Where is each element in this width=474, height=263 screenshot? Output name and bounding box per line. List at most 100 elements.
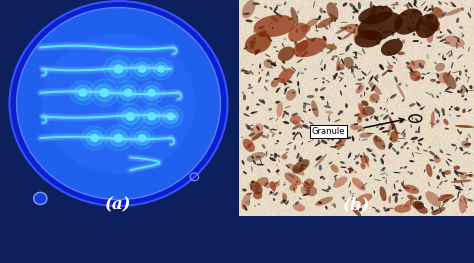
- Ellipse shape: [328, 114, 330, 121]
- Ellipse shape: [465, 98, 467, 100]
- Ellipse shape: [416, 14, 438, 38]
- Ellipse shape: [401, 119, 407, 121]
- Circle shape: [74, 85, 91, 100]
- Ellipse shape: [397, 138, 406, 139]
- Ellipse shape: [464, 198, 471, 200]
- Circle shape: [163, 109, 178, 124]
- Ellipse shape: [457, 191, 459, 199]
- Ellipse shape: [270, 7, 273, 10]
- Ellipse shape: [443, 171, 446, 174]
- Ellipse shape: [241, 136, 244, 138]
- Ellipse shape: [321, 68, 323, 71]
- Ellipse shape: [443, 119, 448, 125]
- Ellipse shape: [284, 83, 286, 86]
- Ellipse shape: [457, 129, 459, 132]
- Ellipse shape: [264, 86, 268, 91]
- Ellipse shape: [467, 109, 472, 112]
- Ellipse shape: [434, 108, 439, 114]
- Ellipse shape: [425, 92, 432, 95]
- Ellipse shape: [403, 142, 408, 145]
- Ellipse shape: [357, 78, 362, 81]
- Ellipse shape: [279, 132, 282, 134]
- Ellipse shape: [424, 29, 427, 32]
- Ellipse shape: [459, 199, 463, 203]
- Ellipse shape: [290, 115, 301, 124]
- Ellipse shape: [401, 146, 404, 149]
- Text: (a): (a): [105, 196, 132, 214]
- Circle shape: [115, 81, 141, 105]
- Ellipse shape: [268, 192, 273, 195]
- Ellipse shape: [410, 68, 413, 73]
- Ellipse shape: [269, 157, 276, 161]
- Ellipse shape: [243, 205, 247, 211]
- Ellipse shape: [390, 94, 397, 99]
- Ellipse shape: [373, 6, 378, 9]
- Ellipse shape: [370, 1, 373, 9]
- Ellipse shape: [383, 114, 389, 120]
- Ellipse shape: [255, 49, 260, 52]
- Ellipse shape: [459, 131, 462, 135]
- Ellipse shape: [440, 194, 452, 197]
- Ellipse shape: [447, 71, 451, 77]
- Ellipse shape: [284, 2, 286, 5]
- Ellipse shape: [379, 127, 384, 130]
- Ellipse shape: [347, 168, 354, 171]
- Ellipse shape: [356, 193, 373, 204]
- Ellipse shape: [357, 12, 403, 40]
- Ellipse shape: [392, 124, 395, 130]
- Ellipse shape: [246, 143, 252, 148]
- Ellipse shape: [427, 72, 430, 74]
- Ellipse shape: [288, 23, 308, 42]
- Ellipse shape: [392, 193, 397, 195]
- Ellipse shape: [416, 203, 423, 205]
- Ellipse shape: [446, 154, 451, 155]
- Ellipse shape: [427, 54, 428, 59]
- Ellipse shape: [452, 71, 460, 73]
- Ellipse shape: [380, 65, 384, 70]
- Ellipse shape: [358, 2, 361, 9]
- Ellipse shape: [247, 127, 254, 130]
- Circle shape: [167, 113, 174, 120]
- Ellipse shape: [275, 143, 278, 144]
- Ellipse shape: [273, 47, 277, 48]
- Ellipse shape: [373, 136, 385, 150]
- Ellipse shape: [336, 57, 339, 71]
- Ellipse shape: [369, 93, 380, 103]
- Ellipse shape: [313, 1, 315, 8]
- Ellipse shape: [301, 164, 303, 168]
- Ellipse shape: [374, 77, 379, 82]
- Ellipse shape: [461, 7, 464, 11]
- Ellipse shape: [354, 157, 357, 160]
- Ellipse shape: [392, 193, 399, 196]
- Ellipse shape: [359, 208, 362, 211]
- Ellipse shape: [276, 88, 280, 93]
- Ellipse shape: [302, 193, 310, 196]
- Ellipse shape: [315, 88, 318, 92]
- Ellipse shape: [334, 17, 337, 22]
- Ellipse shape: [395, 2, 398, 3]
- Ellipse shape: [413, 141, 415, 143]
- Ellipse shape: [383, 108, 386, 110]
- Ellipse shape: [356, 85, 364, 94]
- Ellipse shape: [414, 152, 421, 154]
- Ellipse shape: [459, 190, 461, 194]
- Ellipse shape: [394, 184, 395, 189]
- Ellipse shape: [415, 118, 419, 122]
- Ellipse shape: [296, 16, 298, 18]
- Ellipse shape: [265, 151, 267, 157]
- Ellipse shape: [380, 37, 387, 40]
- Ellipse shape: [343, 57, 354, 68]
- Ellipse shape: [353, 28, 356, 34]
- Ellipse shape: [283, 113, 285, 118]
- Ellipse shape: [392, 31, 394, 36]
- Ellipse shape: [457, 90, 460, 93]
- Ellipse shape: [264, 182, 268, 186]
- Ellipse shape: [242, 92, 244, 94]
- Ellipse shape: [451, 179, 472, 183]
- Ellipse shape: [243, 70, 250, 72]
- Ellipse shape: [371, 96, 376, 101]
- Ellipse shape: [428, 8, 431, 11]
- Ellipse shape: [324, 64, 326, 70]
- Ellipse shape: [330, 164, 339, 173]
- Ellipse shape: [370, 75, 373, 82]
